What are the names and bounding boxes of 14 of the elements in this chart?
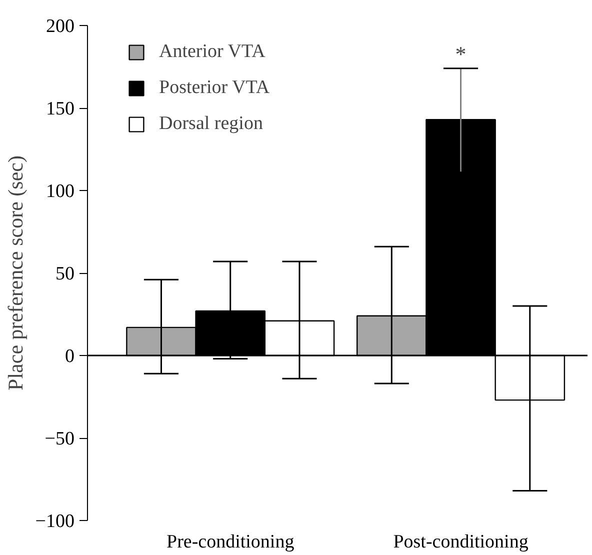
y-tick-label: 0 xyxy=(65,346,74,367)
y-tick-label: −100 xyxy=(35,511,75,532)
y-axis-title: Place preference score (sec) xyxy=(3,156,28,390)
y-tick-label: 150 xyxy=(46,98,74,120)
x-tick-label: Pre-conditioning xyxy=(166,532,295,552)
legend-label: Anterior VTA xyxy=(159,41,266,63)
x-tick-label: Post-conditioning xyxy=(393,532,529,552)
y-tick-label: 200 xyxy=(46,16,74,37)
annotation: * xyxy=(455,41,466,66)
y-tick-label: 100 xyxy=(46,181,74,202)
y-tick-label: 50 xyxy=(56,264,74,284)
y-tick-label: −50 xyxy=(44,428,75,450)
legend-label: Dorsal region xyxy=(159,113,263,135)
legend-label: Posterior VTA xyxy=(159,77,270,99)
